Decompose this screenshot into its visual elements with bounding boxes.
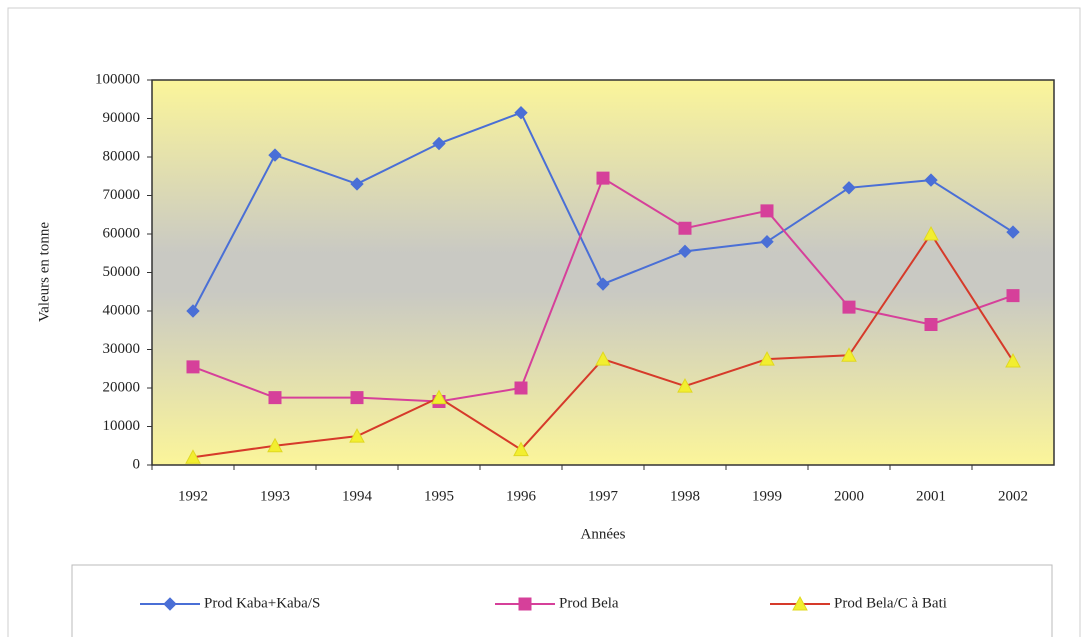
data-point: [842, 181, 856, 195]
data-point: [924, 317, 938, 331]
data-point: [924, 173, 938, 187]
x-tick-label: 1993: [260, 488, 290, 504]
legend-marker: [792, 595, 808, 611]
data-point: [267, 437, 283, 453]
data-point: [678, 244, 692, 259]
plot-area: [151, 79, 1055, 466]
data-point: [513, 441, 529, 457]
data-point: [514, 106, 528, 120]
legend: [71, 564, 1053, 637]
data-point: [186, 360, 200, 374]
x-tick-label: 1994: [342, 488, 373, 504]
y-tick-label: 40000: [103, 302, 141, 318]
data-point: [268, 148, 282, 162]
y-tick-label: 70000: [103, 187, 141, 203]
legend-label: Prod Bela/C à Bati: [834, 595, 947, 611]
x-tick-label: 2002: [998, 488, 1028, 504]
x-tick-label: 1997: [588, 488, 619, 504]
data-point: [431, 389, 447, 405]
data-point: [759, 351, 775, 366]
data-point: [1006, 225, 1020, 239]
x-tick-label: 1992: [178, 488, 208, 504]
data-point: [350, 391, 364, 405]
data-point: [596, 277, 610, 291]
y-tick-label: 90000: [103, 110, 141, 126]
data-point: [1005, 352, 1021, 368]
legend-label: Prod Bela: [559, 595, 619, 611]
data-point: [432, 136, 446, 151]
data-point: [841, 347, 857, 362]
data-point: [514, 381, 528, 395]
y-tick-label: 10000: [103, 418, 141, 434]
y-tick-label: 80000: [103, 148, 141, 164]
y-tick-label: 30000: [103, 341, 141, 357]
data-point: [268, 391, 282, 405]
data-point: [1006, 289, 1020, 303]
x-tick-label: 2001: [916, 488, 946, 504]
data-point: [842, 300, 856, 314]
legend-marker: [163, 597, 177, 611]
data-point: [760, 234, 774, 249]
data-point: [349, 428, 365, 443]
x-tick-label: 2000: [834, 488, 864, 504]
data-point: [678, 221, 692, 235]
data-point: [186, 304, 200, 318]
x-tick-label: 1998: [670, 488, 700, 504]
data-point: [923, 225, 939, 241]
x-axis-label: Années: [581, 526, 626, 542]
x-tick-label: 1996: [506, 488, 537, 504]
y-tick-label: 60000: [103, 225, 141, 241]
data-point: [596, 171, 610, 185]
legend-marker: [518, 597, 532, 611]
y-tick-label: 100000: [95, 71, 140, 87]
data-point: [595, 351, 611, 366]
data-point: [760, 204, 774, 218]
x-tick-label: 1995: [424, 488, 454, 504]
x-tick-label: 1999: [752, 488, 782, 504]
y-axis-label: Valeurs en tonne: [36, 222, 52, 322]
y-tick-label: 0: [133, 456, 141, 472]
y-tick-label: 50000: [103, 264, 141, 280]
data-point: [185, 449, 201, 464]
legend-label: Prod Kaba+Kaba/S: [204, 595, 320, 611]
data-point: [677, 378, 693, 393]
y-tick-label: 20000: [103, 379, 141, 395]
data-point: [350, 177, 364, 191]
